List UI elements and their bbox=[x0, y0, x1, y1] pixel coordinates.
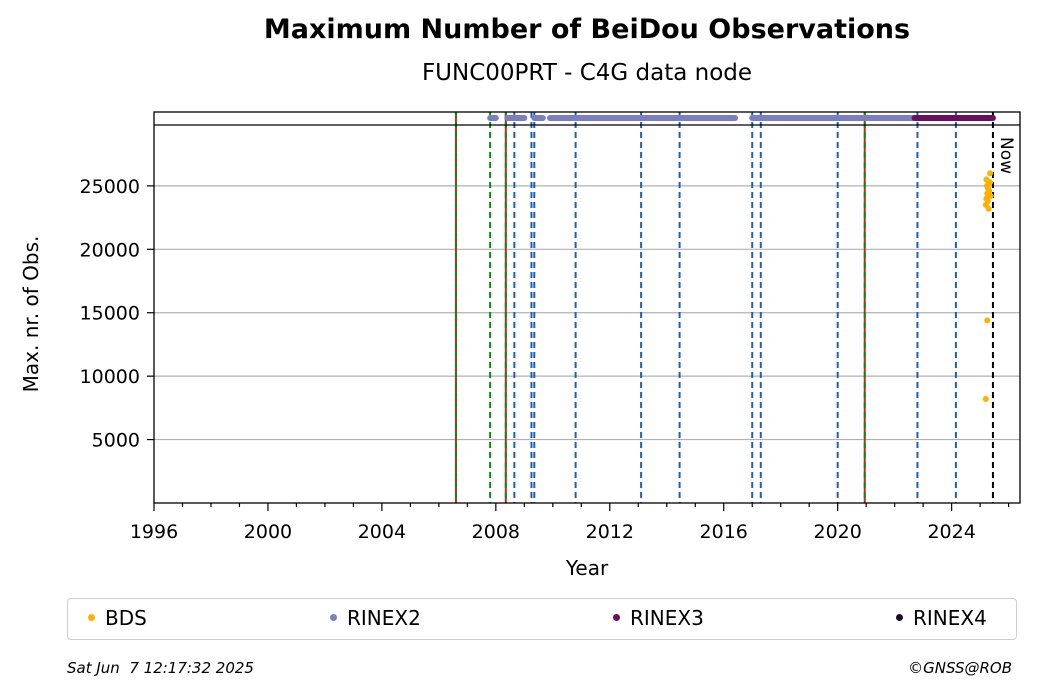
y-tick-label: 25000 bbox=[80, 176, 140, 198]
legend-marker-rinex2 bbox=[330, 614, 337, 621]
x-axis-label: Year bbox=[565, 556, 609, 580]
legend-item-rinex4: RINEX4 bbox=[896, 606, 987, 630]
x-tick-label: 2008 bbox=[472, 521, 520, 543]
plot-frame bbox=[153, 111, 1021, 504]
footer-timestamp: Sat Jun 7 12:17:32 2025 bbox=[67, 659, 254, 677]
data-point-bds bbox=[983, 182, 990, 189]
chart-subtitle: FUNC00PRT - C4G data node bbox=[421, 60, 753, 86]
y-tick-label: 10000 bbox=[80, 366, 140, 388]
y-tick-label: 5000 bbox=[92, 430, 140, 452]
x-tick-label: 2004 bbox=[358, 521, 406, 543]
y-tick-label: 20000 bbox=[80, 239, 140, 261]
x-tick-label: 2000 bbox=[244, 521, 292, 543]
legend-item-rinex2: RINEX2 bbox=[330, 606, 421, 630]
y-axis-label: Max. nr. of Obs. bbox=[19, 236, 43, 393]
legend-marker-rinex3 bbox=[613, 614, 620, 621]
legend-marker-bds bbox=[88, 614, 95, 621]
x-tick-label: 2016 bbox=[700, 521, 748, 543]
legend: BDS RINEX2 RINEX3 RINEX4 bbox=[67, 598, 1017, 640]
legend-label-rinex2: RINEX2 bbox=[347, 606, 421, 630]
legend-item-bds: BDS bbox=[88, 606, 147, 630]
y-tick-label: 15000 bbox=[80, 303, 140, 325]
legend-label-rinex4: RINEX4 bbox=[913, 606, 987, 630]
legend-label-bds: BDS bbox=[105, 606, 147, 630]
data-point-bds bbox=[984, 317, 991, 324]
legend-item-rinex3: RINEX3 bbox=[613, 606, 704, 630]
x-tick-label: 2020 bbox=[814, 521, 862, 543]
legend-label-rinex3: RINEX3 bbox=[630, 606, 704, 630]
x-tick-label: 2024 bbox=[927, 521, 975, 543]
data-point-bds bbox=[984, 198, 991, 205]
now-label: Now bbox=[996, 137, 1016, 174]
chart-title: Maximum Number of BeiDou Observations bbox=[263, 14, 911, 45]
footer-copyright: ©GNSS@ROB bbox=[908, 659, 1012, 677]
data-point-bds bbox=[987, 193, 994, 200]
legend-marker-rinex4 bbox=[896, 614, 903, 621]
data-point-bds bbox=[982, 395, 989, 402]
data-point-bds bbox=[987, 170, 994, 177]
data-point-bds bbox=[985, 205, 992, 212]
data-point-bds bbox=[986, 187, 993, 194]
x-tick-label: 1996 bbox=[130, 521, 178, 543]
x-tick-label: 2012 bbox=[586, 521, 634, 543]
